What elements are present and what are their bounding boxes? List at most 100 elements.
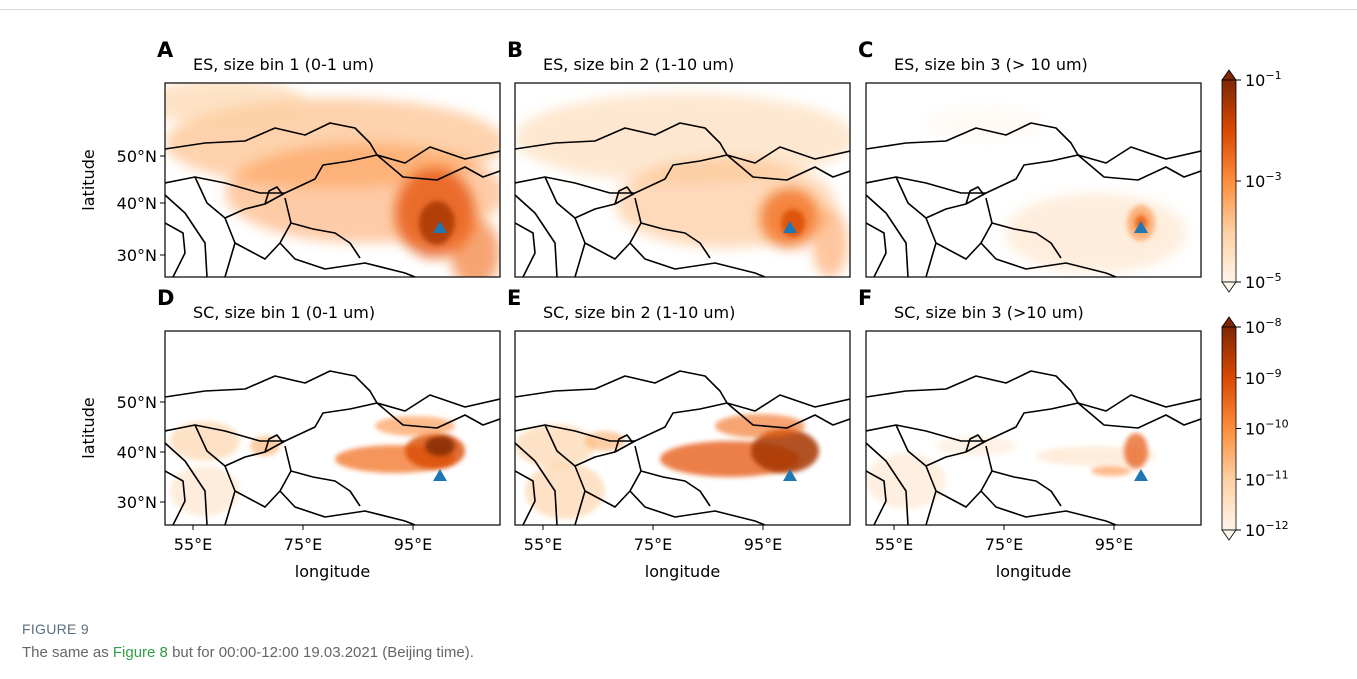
y-tick-label: 40°N	[117, 194, 157, 213]
figure-link[interactable]: Figure 8	[112, 644, 168, 661]
y-tick-label: 30°N	[117, 246, 157, 265]
map	[865, 82, 1202, 278]
x-tick-label: 75°E	[985, 535, 1023, 554]
tick-base: 10	[1245, 470, 1265, 489]
panel-letter: B	[507, 38, 523, 62]
tick-exponent: −8	[1265, 316, 1281, 329]
plume	[165, 83, 305, 128]
colorbar-end	[1221, 316, 1237, 328]
colorbar-tick-label: 10−9	[1245, 367, 1282, 388]
figure: A ES, size bin 1 (0-1 um) 50°N 40°N 30°N lati…	[79, 38, 1289, 581]
tick-base: 10	[1245, 521, 1265, 540]
x-tick-label: 55°E	[875, 535, 913, 554]
map-field	[866, 108, 1201, 277]
map-frame	[514, 330, 851, 526]
plume	[515, 93, 850, 183]
figure-caption: The same as Figure 8 but for 00:00-12:00…	[22, 644, 474, 661]
panel-letter: D	[157, 286, 174, 310]
y-axis-label: latitude	[79, 397, 98, 458]
panel-letter: F	[858, 286, 872, 310]
x-tick-label: 55°E	[174, 535, 212, 554]
map-field	[165, 370, 500, 525]
tick-exponent: −3	[1265, 170, 1281, 183]
plume	[525, 463, 605, 519]
tick-base: 10	[1245, 318, 1265, 337]
colorbar-end	[1221, 69, 1237, 81]
site-marker	[1134, 221, 1148, 233]
tick-base: 10	[1245, 273, 1265, 292]
tick-exponent: −5	[1265, 271, 1281, 284]
plume	[812, 208, 848, 277]
x-axis-label: longitude	[996, 562, 1071, 581]
map-frame	[865, 82, 1202, 278]
colorbar-tick-label: 10−8	[1245, 316, 1282, 337]
x-tick-label: 75°E	[284, 535, 322, 554]
map	[514, 82, 851, 278]
site-marker	[1134, 469, 1148, 481]
y-tick-label: 50°N	[117, 393, 157, 412]
panel-letter: A	[157, 38, 174, 62]
map-field	[515, 93, 850, 277]
map-frame	[164, 330, 501, 526]
site-marker	[433, 221, 447, 233]
panel-title: SC, size bin 3 (>10 um)	[894, 303, 1084, 322]
colorbar-tick-label: 10−3	[1245, 170, 1282, 191]
tick-exponent: −9	[1265, 367, 1281, 380]
plume	[425, 436, 455, 456]
colorbar-tick-label: 10−10	[1245, 418, 1289, 439]
tick-exponent: −1	[1265, 69, 1281, 82]
y-tick-label: 40°N	[117, 443, 157, 462]
panel-title: SC, size bin 1 (0-1 um)	[193, 303, 375, 322]
x-tick-label: 75°E	[634, 535, 672, 554]
tick-exponent: −10	[1265, 418, 1288, 431]
plume	[450, 218, 500, 277]
tick-base: 10	[1245, 420, 1265, 439]
x-axis-label: longitude	[645, 562, 720, 581]
map-field	[515, 370, 850, 525]
map-frame	[865, 330, 1202, 526]
plume	[419, 201, 455, 245]
x-tick-label: 95°E	[394, 535, 432, 554]
colorbar-tick-label: 10−1	[1245, 69, 1282, 90]
y-tick-label: 50°N	[117, 147, 157, 166]
map	[164, 330, 501, 526]
caption-text: but for 00:00-12:00 19.03.2021 (Beijing …	[167, 644, 474, 661]
colorbar	[1221, 326, 1237, 531]
site-marker	[433, 469, 447, 481]
panel-letter: E	[507, 286, 521, 310]
tick-exponent: −12	[1265, 519, 1288, 532]
plume	[751, 429, 819, 473]
panel-title: ES, size bin 3 (> 10 um)	[894, 55, 1088, 74]
map	[514, 330, 851, 526]
panel-title: ES, size bin 1 (0-1 um)	[193, 55, 374, 74]
map-frame	[164, 82, 501, 278]
map	[865, 330, 1202, 526]
site-marker	[783, 469, 797, 481]
colorbar	[1221, 79, 1237, 283]
panel-title: ES, size bin 2 (1-10 um)	[543, 55, 734, 74]
y-axis-label: latitude	[79, 149, 98, 210]
caption-text: The same as	[22, 644, 113, 661]
colorbar-tick-label: 10−12	[1245, 519, 1289, 540]
plume	[1124, 433, 1148, 469]
top-rule	[0, 9, 1357, 10]
panel-title: SC, size bin 2 (1-10 um)	[543, 303, 735, 322]
map-frame	[514, 82, 851, 278]
colorbar-tick-label: 10−11	[1245, 468, 1289, 489]
figure-label: FIGURE 9	[22, 621, 89, 637]
x-axis-label: longitude	[295, 562, 370, 581]
tick-base: 10	[1245, 172, 1265, 191]
y-tick-label: 30°N	[117, 493, 157, 512]
x-tick-label: 55°E	[524, 535, 562, 554]
colorbar-tick-label: 10−5	[1245, 271, 1282, 292]
map-field	[866, 370, 1201, 525]
map-field	[165, 83, 500, 277]
site-marker	[783, 221, 797, 233]
tick-base: 10	[1245, 71, 1265, 90]
tick-exponent: −11	[1265, 468, 1288, 481]
panel-letter: C	[858, 38, 873, 62]
colorbar-end	[1221, 281, 1237, 293]
x-tick-label: 95°E	[744, 535, 782, 554]
